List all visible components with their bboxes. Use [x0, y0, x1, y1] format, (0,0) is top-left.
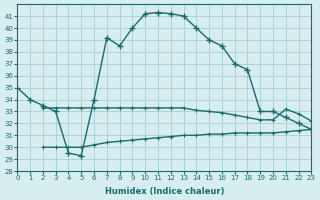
X-axis label: Humidex (Indice chaleur): Humidex (Indice chaleur) [105, 187, 224, 196]
